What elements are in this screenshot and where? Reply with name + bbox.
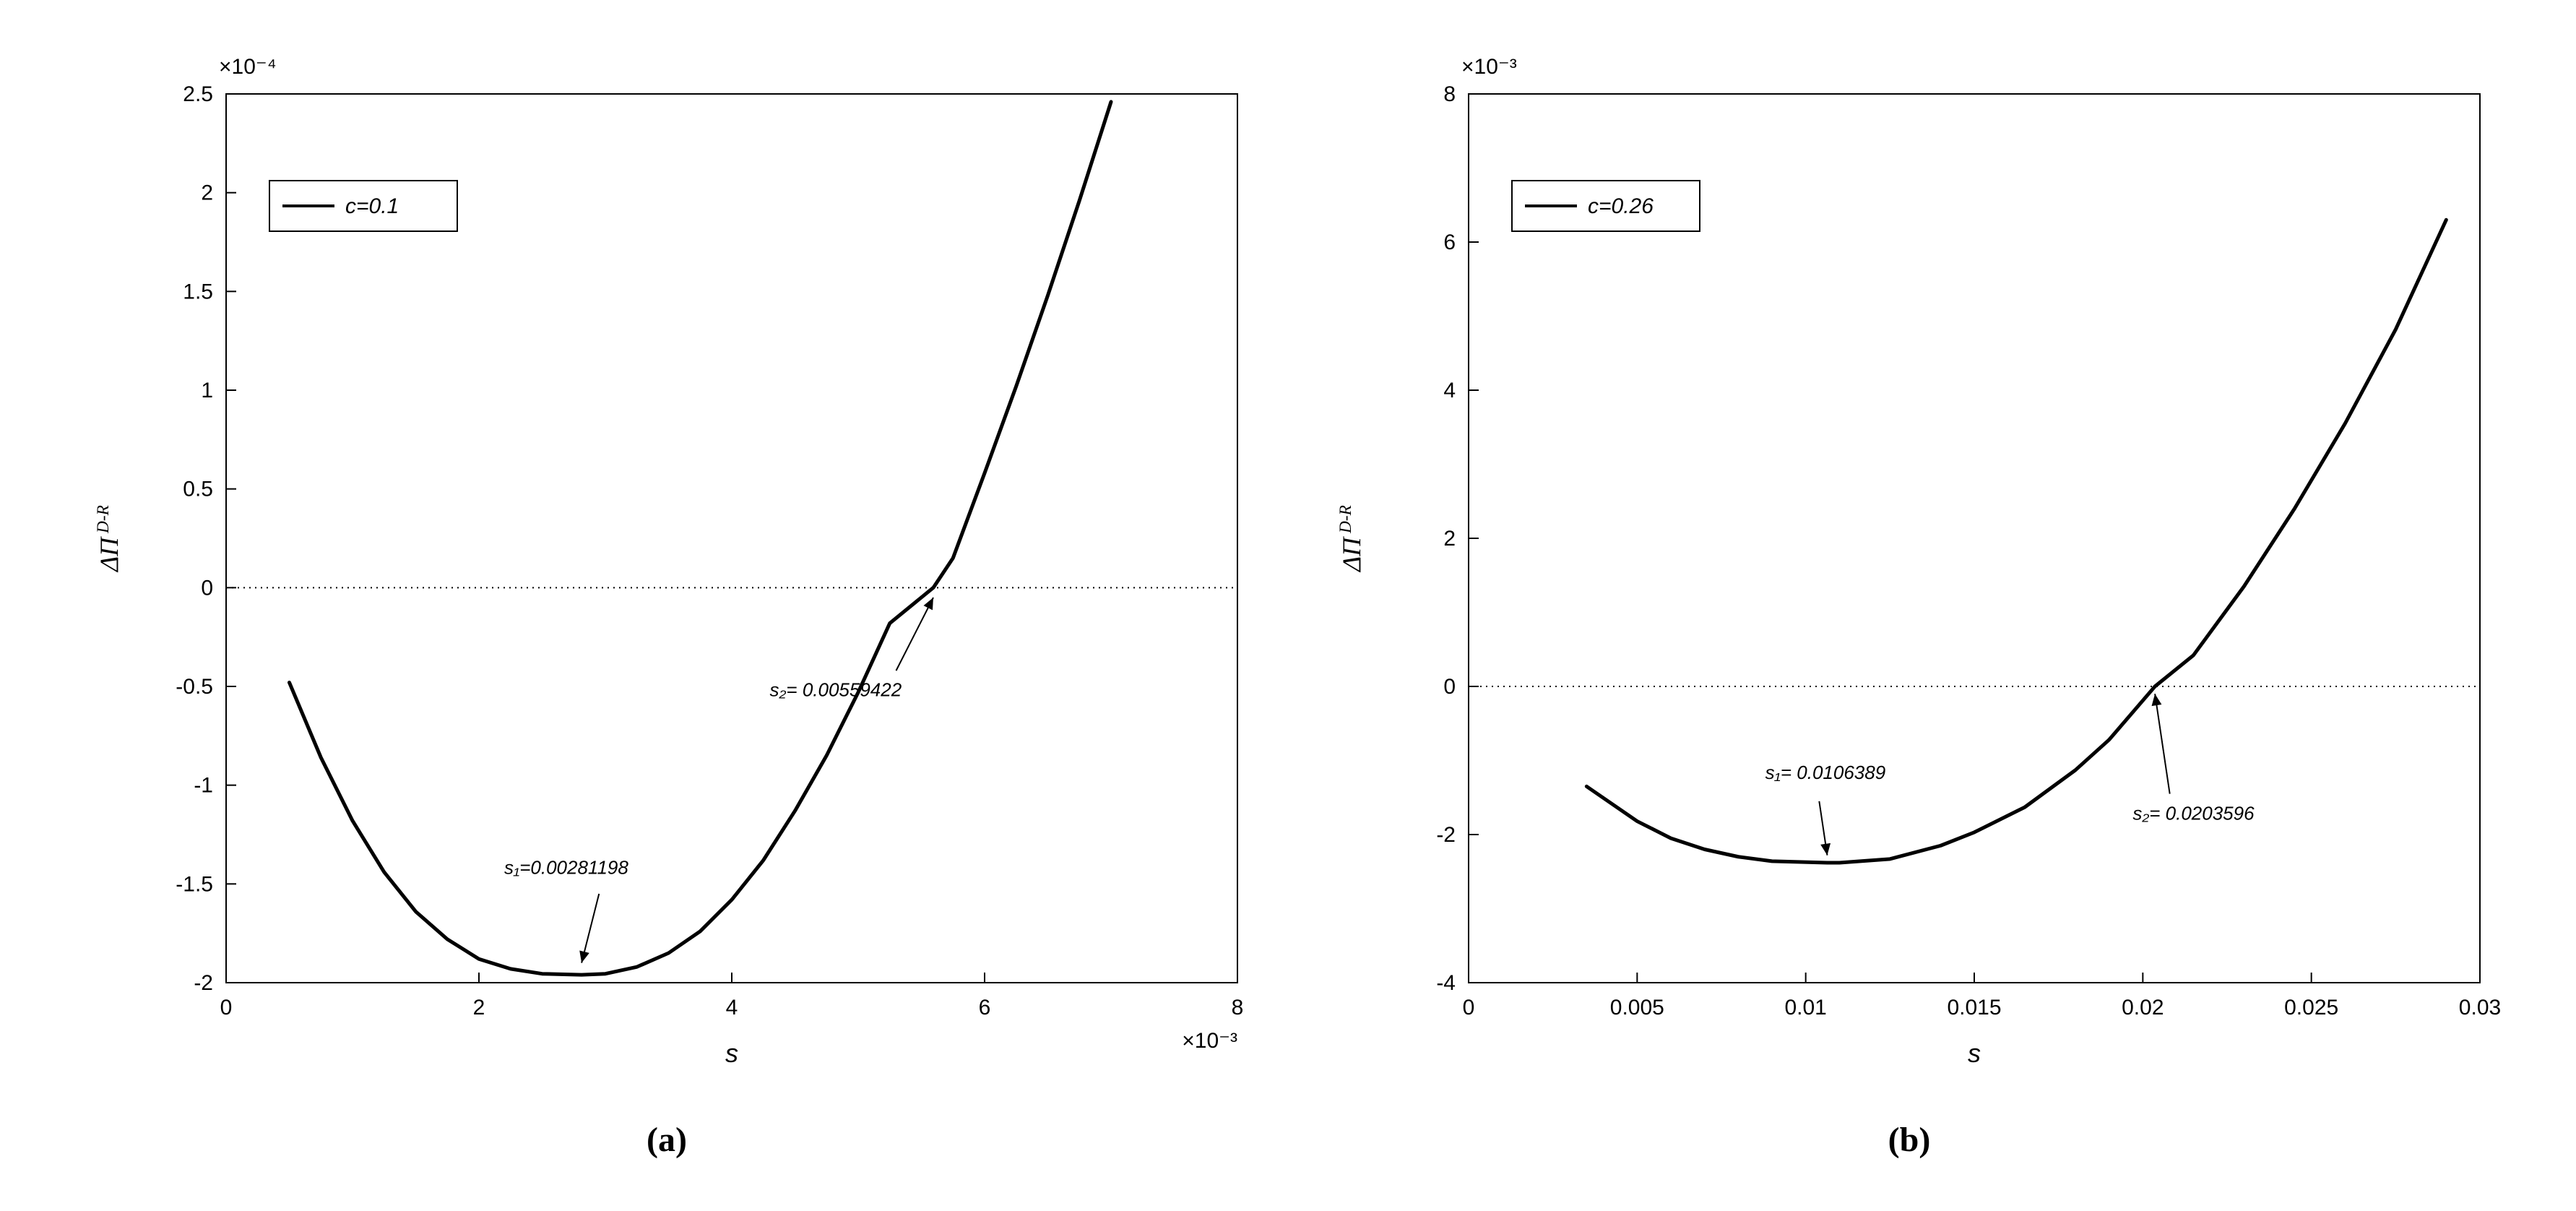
svg-text:8: 8	[1443, 82, 1456, 106]
svg-text:×10⁻³: ×10⁻³	[1182, 1029, 1237, 1053]
svg-text:c=0.26: c=0.26	[1588, 194, 1654, 218]
svg-text:2.5: 2.5	[183, 82, 213, 106]
svg-text:0.025: 0.025	[2284, 996, 2338, 1020]
svg-text:2: 2	[473, 996, 485, 1020]
svg-text:-1.5: -1.5	[176, 872, 213, 896]
svg-text:0: 0	[1463, 996, 1475, 1020]
svg-text:-1: -1	[194, 774, 213, 798]
svg-text:c=0.1: c=0.1	[345, 194, 399, 218]
svg-text:1: 1	[201, 379, 213, 402]
svg-text:0.5: 0.5	[183, 478, 213, 501]
svg-text:0: 0	[220, 996, 233, 1020]
svg-text:-0.5: -0.5	[176, 675, 213, 699]
figure-container: 0 2 4 6 8 -2 -1.5 -1 -0.5 0 0.5 1 1.5 2 2.5×10⁻⁴ ×10⁻³ s…	[0, 0, 2576, 1189]
svg-text:2: 2	[1443, 527, 1456, 551]
svg-text:-2: -2	[194, 971, 213, 995]
panel-a-wrap: 0 2 4 6 8 -2 -1.5 -1 -0.5 0 0.5 1 1.5 2 2.5×10⁻⁴ ×10⁻³ s…	[67, 29, 1266, 1160]
svg-text:s₂= 0.0203596: s₂= 0.0203596	[2132, 803, 2255, 824]
panel-a-svg: 0 2 4 6 8 -2 -1.5 -1 -0.5 0 0.5 1 1.5 2 2.5×10⁻⁴ ×10⁻³ s…	[67, 29, 1266, 1113]
svg-text:2: 2	[201, 181, 213, 205]
svg-text:0.02: 0.02	[2122, 996, 2164, 1020]
panel-b-label: (b)	[1888, 1120, 1931, 1160]
svg-text:0.005: 0.005	[1610, 996, 1664, 1020]
svg-text:-2: -2	[1436, 823, 1456, 847]
svg-text:0: 0	[201, 576, 213, 600]
svg-text:4: 4	[726, 996, 738, 1020]
svg-text:0.015: 0.015	[1947, 996, 2001, 1020]
panel-b-wrap: 0 0.005 0.01 0.015 0.02 0.025 0.03 -4 -2 0 2 4 6 8×10…	[1310, 29, 2509, 1160]
svg-text:s: s	[725, 1038, 738, 1068]
svg-text:×10⁻⁴: ×10⁻⁴	[219, 55, 277, 79]
svg-text:-4: -4	[1436, 971, 1456, 995]
svg-text:ΔΠ D-R: ΔΠ D-R	[1336, 505, 1366, 573]
svg-text:0.03: 0.03	[2459, 996, 2501, 1020]
svg-text:6: 6	[1443, 230, 1456, 254]
svg-text:×10⁻³: ×10⁻³	[1461, 55, 1517, 79]
svg-text:1.5: 1.5	[183, 280, 213, 303]
svg-text:8: 8	[1232, 996, 1244, 1020]
svg-text:4: 4	[1443, 379, 1456, 402]
svg-text:s₁=0.00281198: s₁=0.00281198	[504, 857, 628, 879]
svg-text:0.01: 0.01	[1784, 996, 1826, 1020]
panel-a-label: (a)	[647, 1120, 687, 1160]
svg-text:0: 0	[1443, 675, 1456, 699]
svg-text:6: 6	[979, 996, 991, 1020]
panel-b-svg: 0 0.005 0.01 0.015 0.02 0.025 0.03 -4 -2 0 2 4 6 8×10…	[1310, 29, 2509, 1113]
svg-text:s₂= 0.00559422: s₂= 0.00559422	[770, 679, 902, 701]
svg-text:ΔΠ D-R: ΔΠ D-R	[94, 505, 124, 573]
svg-text:s: s	[1968, 1038, 1981, 1068]
svg-text:s₁= 0.0106389: s₁= 0.0106389	[1765, 762, 1886, 783]
